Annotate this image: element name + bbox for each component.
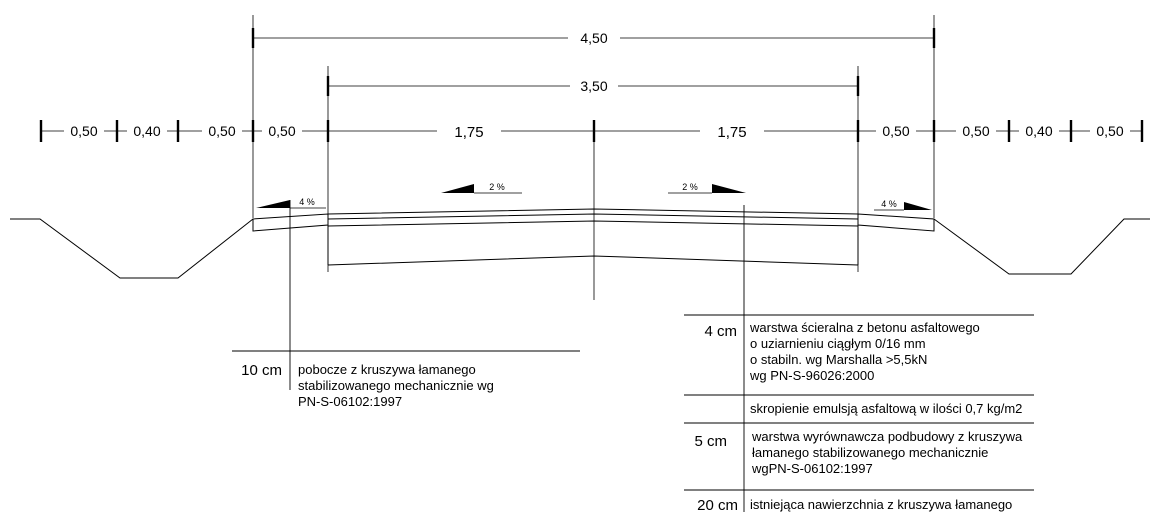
dimension-label-right-3: 0,40: [1025, 123, 1052, 139]
layer-description-line: stabilizowanego mechanicznie wg: [298, 378, 494, 393]
layer-description-line: PN-S-06102:1997: [298, 394, 402, 409]
dimension-label-4-50: 4,50: [580, 30, 607, 46]
shoulder-left-layer: [252, 213, 329, 232]
leader-lines: [289, 200, 745, 512]
text-mask: [202, 123, 242, 139]
text-mask: [568, 30, 620, 46]
layer-thickness: 5 cm: [694, 433, 727, 450]
layer-description-line: o stabiln. wg Marshalla >5,5kN: [750, 352, 927, 367]
layer-description-line: istniejąca nawierzchnia z kruszywa łaman…: [750, 497, 1012, 512]
layer-description-line: o uziarnieniu ciągłym 0/16 mm: [750, 336, 926, 351]
dimension-label-3-50: 3,50: [580, 78, 607, 94]
levelling-course-bottom: [327, 220, 859, 227]
dimension-label-half-left: 1,75: [454, 124, 483, 141]
layer-description-line: skropienie emulsją asfaltową w ilości 0,…: [750, 401, 1022, 416]
text-mask: [570, 78, 618, 94]
text-mask: [1090, 123, 1130, 139]
slope-label-lane-right: 2 %: [682, 182, 698, 192]
text-mask: [262, 123, 302, 139]
slope-label-shoulder-left: 4 %: [299, 197, 315, 207]
dimension-label-right-4: 0,50: [1096, 123, 1123, 139]
ditch-right: [933, 218, 1150, 275]
wearing-course-bottom: [327, 213, 859, 220]
layer-description-line: pobocze z kruszywa łamanego: [298, 362, 476, 377]
slope-arrow-icon: [904, 202, 932, 210]
dimension-label-right-1: 0,50: [882, 123, 909, 139]
layer-description-line: warstwa ścieralna z betonu asfaltowego: [749, 320, 980, 335]
slope-arrow-icon: [256, 200, 290, 208]
text-mask: [700, 122, 764, 140]
dimension-label-left-4: 0,50: [268, 123, 295, 139]
dimension-chains: 4,50 3,50 0,50 0,40 0,50 0,50 1,75: [39, 15, 1144, 300]
slope-arrow-icon: [712, 184, 746, 193]
existing-pavement-bottom: [327, 255, 859, 266]
pavement-layers-table: 4 cm warstwa ścieralna z betonu asfaltow…: [684, 314, 1034, 514]
pavement-top-surface: [327, 208, 859, 215]
layer-description-line: warstwa wyrównawcza podbudowy z kruszywa: [751, 429, 1023, 444]
text-mask: [127, 123, 167, 139]
shoulder-layer-table: 10 cm pobocze z kruszywa łamanego stabil…: [232, 350, 580, 409]
text-mask: [1019, 123, 1059, 139]
slope-indicators: 4 % 2 % 2 % 4 %: [256, 182, 932, 211]
layer-thickness: 20 cm: [697, 497, 738, 514]
text-mask: [956, 123, 996, 139]
layer-description-line: wgPN-S-06102:1997: [751, 461, 873, 476]
layer-description-line: wg PN-S-96026:2000: [749, 368, 874, 383]
text-mask: [437, 122, 501, 140]
text-mask: [64, 123, 104, 139]
text-mask: [876, 123, 916, 139]
slope-arrow-icon: [441, 184, 474, 193]
dimension-label-half-right: 1,75: [717, 124, 746, 141]
slope-label-lane-left: 2 %: [489, 182, 505, 192]
dimension-label-left-1: 0,50: [70, 123, 97, 139]
slope-label-shoulder-right: 4 %: [881, 199, 897, 209]
cross-section-profile: [10, 208, 1150, 279]
layer-thickness: 10 cm: [241, 362, 282, 379]
ditch-left: [10, 218, 254, 279]
layer-thickness: 4 cm: [704, 323, 737, 340]
dimension-label-left-2: 0,40: [133, 123, 160, 139]
dimension-label-left-3: 0,50: [208, 123, 235, 139]
layer-description-line: łamanego stabilizowanego mechanicznie: [752, 445, 988, 460]
dimension-label-right-2: 0,50: [962, 123, 989, 139]
shoulder-right-layer: [857, 213, 935, 232]
